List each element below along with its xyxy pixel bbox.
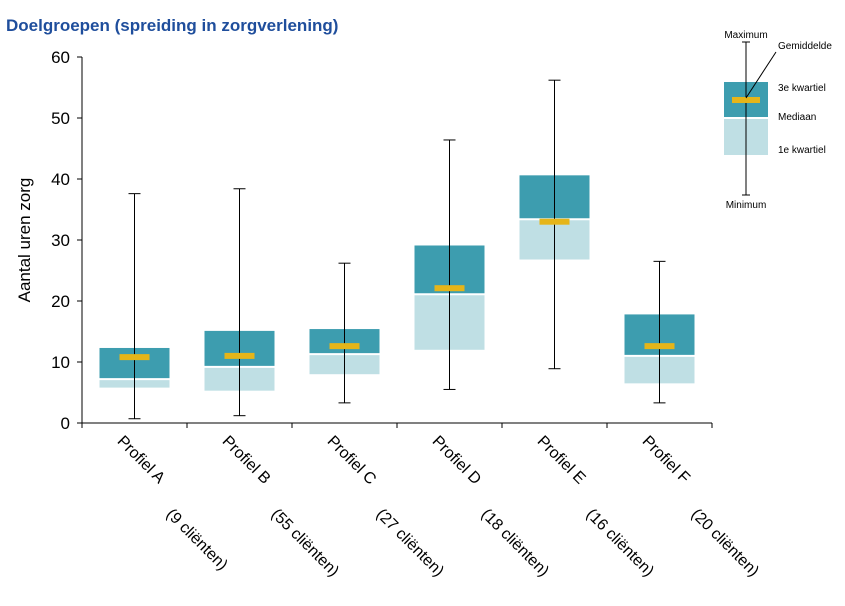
x-category-clients: (18 cliënten) — [478, 506, 552, 580]
legend-label-gemiddelde: Gemiddelde — [778, 41, 832, 52]
x-category-label: Profiel A — [114, 433, 168, 487]
y-tick-label: 0 — [61, 414, 70, 433]
x-category-clients: (55 cliënten) — [268, 506, 342, 580]
box-group — [309, 262, 380, 404]
legend-label-q1: 1e kwartiel — [778, 145, 826, 156]
x-category-label: Profiel C — [324, 433, 379, 488]
box-group — [624, 260, 695, 404]
legend-pointer-line — [745, 51, 777, 99]
mean-marker — [539, 218, 570, 225]
box-group — [204, 188, 275, 417]
x-category-label: Profiel F — [639, 433, 693, 487]
y-tick-label: 50 — [51, 109, 70, 128]
legend-label-median: Mediaan — [778, 112, 816, 123]
box-series — [99, 79, 695, 420]
box-group — [519, 79, 590, 370]
box-group — [414, 139, 485, 390]
x-category-label: Profiel E — [534, 433, 589, 488]
legend-label-q3: 3e kwartiel — [778, 83, 826, 94]
x-category-clients: (16 cliënten) — [583, 506, 657, 580]
legend-label-minimum: Minimum — [726, 200, 767, 211]
x-category-label: Profiel D — [429, 433, 484, 488]
mean-marker — [434, 285, 465, 292]
mean-marker — [119, 354, 150, 361]
legend: Maximum Gemiddelde 3e kwartiel Mediaan 1e kw… — [724, 30, 832, 211]
x-category-clients: (9 cliënten) — [163, 506, 231, 574]
mean-marker — [644, 343, 675, 350]
mean-marker — [224, 352, 255, 359]
y-tick-label: 10 — [51, 353, 70, 372]
x-category-clients: (20 cliënten) — [688, 506, 762, 580]
x-category-label: Profiel B — [219, 433, 274, 488]
y-axis-label: Aantal uren zorg — [15, 178, 34, 303]
x-category-clients: (27 cliënten) — [373, 506, 447, 580]
y-tick-label: 60 — [51, 48, 70, 67]
y-tick-label: 30 — [51, 231, 70, 250]
x-axis: Profiel A (9 cliënten) Profiel B (55 cliënt… — [81, 422, 762, 580]
y-tick-label: 20 — [51, 292, 70, 311]
y-axis: 0 10 20 30 40 50 60 Aantal uren zorg — [15, 48, 83, 433]
legend-label-maximum: Maximum — [724, 30, 767, 41]
chart-title: Doelgroepen (spreiding in zorgverlening) — [6, 16, 339, 35]
y-tick-label: 40 — [51, 170, 70, 189]
box-group — [99, 193, 170, 420]
legend-mean-marker — [732, 97, 760, 103]
mean-marker — [329, 343, 360, 350]
